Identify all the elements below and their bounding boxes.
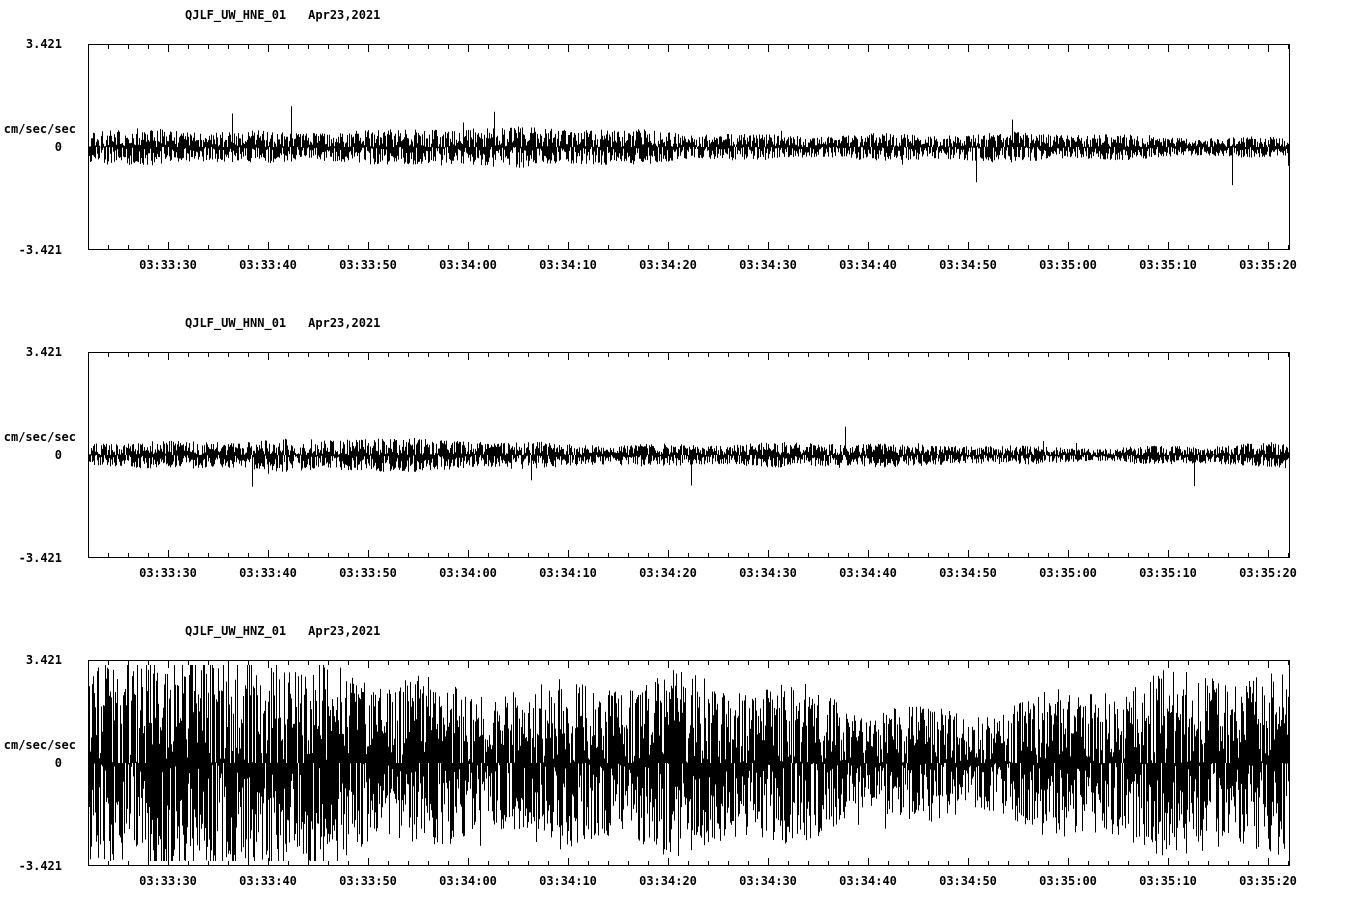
x-tick-label: 03:35:00	[1039, 258, 1097, 272]
y-axis-units-label: cm/sec/sec	[3, 430, 76, 444]
x-tick-label: 03:34:20	[639, 258, 697, 272]
x-tick-label: 03:33:30	[139, 566, 197, 580]
plot-frame-and-ticks	[88, 660, 1290, 866]
x-tick-label: 03:34:50	[939, 258, 997, 272]
trace-date: Apr23,2021	[308, 8, 381, 22]
x-tick-label: 03:34:10	[539, 874, 597, 888]
seismogram-panel-hnz: QJLF_UW_HNZ_01 Apr23,2021 cm/sec/sec 3.42…	[0, 616, 1358, 924]
x-axis-tick-labels: 03:33:30 03:33:40 03:33:50 03:34:00 03:34:10…	[0, 874, 1358, 890]
x-tick-label: 03:33:40	[239, 566, 297, 580]
trace-date: Apr23,2021	[308, 316, 381, 330]
x-tick-label: 03:34:30	[739, 258, 797, 272]
trace-title: QJLF_UW_HNE_01 Apr23,2021	[185, 8, 380, 22]
x-tick-label: 03:34:50	[939, 566, 997, 580]
x-tick-label: 03:34:30	[739, 874, 797, 888]
x-tick-label: 03:33:40	[239, 258, 297, 272]
x-tick-label: 03:34:10	[539, 566, 597, 580]
plot-frame-and-ticks	[88, 352, 1290, 558]
x-tick-label: 03:35:10	[1139, 874, 1197, 888]
x-tick-label: 03:34:40	[839, 874, 897, 888]
trace-station-id: QJLF_UW_HNE_01	[185, 8, 287, 22]
waveform-trace-hnz	[89, 665, 1289, 861]
x-axis-tick-labels: 03:33:30 03:33:40 03:33:50 03:34:00 03:34:10…	[0, 258, 1358, 274]
waveform-trace-hnn	[89, 426, 1289, 487]
waveform-plot-hnz	[88, 660, 1290, 866]
x-tick-label: 03:33:30	[139, 874, 197, 888]
x-tick-label: 03:35:00	[1039, 566, 1097, 580]
seismogram-panel-hne: QJLF_UW_HNE_01 Apr23,2021 cm/sec/sec 3.42…	[0, 0, 1358, 308]
x-tick-label: 03:34:10	[539, 258, 597, 272]
x-tick-label: 03:34:00	[439, 874, 497, 888]
trace-station-id: QJLF_UW_HNN_01	[185, 316, 287, 330]
x-tick-label: 03:33:40	[239, 874, 297, 888]
x-tick-label: 03:34:00	[439, 566, 497, 580]
trace-station-id: QJLF_UW_HNZ_01	[185, 624, 287, 638]
x-tick-label: 03:33:50	[339, 566, 397, 580]
x-tick-label: 03:33:30	[139, 258, 197, 272]
y-axis-units-label: cm/sec/sec	[3, 122, 76, 136]
x-tick-label: 03:35:20	[1239, 258, 1297, 272]
x-tick-label: 03:33:50	[339, 258, 397, 272]
y-axis-units-label: cm/sec/sec	[3, 738, 76, 752]
y-tick-zero: 0	[54, 756, 62, 770]
y-tick-zero: 0	[54, 140, 62, 154]
y-tick-max: 3.421	[25, 345, 62, 359]
x-tick-label: 03:35:10	[1139, 258, 1197, 272]
x-tick-label: 03:35:20	[1239, 566, 1297, 580]
y-tick-min: -3.421	[18, 243, 62, 257]
trace-title: QJLF_UW_HNN_01 Apr23,2021	[185, 316, 380, 330]
waveform-trace-hne	[89, 106, 1289, 186]
y-tick-min: -3.421	[18, 551, 62, 565]
x-tick-label: 03:34:40	[839, 566, 897, 580]
x-tick-label: 03:35:00	[1039, 874, 1097, 888]
x-tick-label: 03:34:20	[639, 566, 697, 580]
plot-frame-and-ticks	[88, 44, 1290, 250]
x-tick-label: 03:34:30	[739, 566, 797, 580]
trace-date: Apr23,2021	[308, 624, 381, 638]
seismogram-panel-hnn: QJLF_UW_HNN_01 Apr23,2021 cm/sec/sec 3.42…	[0, 308, 1358, 616]
x-tick-label: 03:35:20	[1239, 874, 1297, 888]
trace-title: QJLF_UW_HNZ_01 Apr23,2021	[185, 624, 380, 638]
x-axis-tick-labels: 03:33:30 03:33:40 03:33:50 03:34:00 03:34:10…	[0, 566, 1358, 582]
x-tick-label: 03:33:50	[339, 874, 397, 888]
waveform-plot-hnn	[88, 352, 1290, 558]
x-tick-label: 03:34:00	[439, 258, 497, 272]
x-tick-label: 03:34:40	[839, 258, 897, 272]
y-tick-max: 3.421	[25, 37, 62, 51]
y-tick-zero: 0	[54, 448, 62, 462]
x-tick-label: 03:35:10	[1139, 566, 1197, 580]
x-tick-label: 03:34:50	[939, 874, 997, 888]
y-tick-max: 3.421	[25, 653, 62, 667]
waveform-plot-hne	[88, 44, 1290, 250]
x-tick-label: 03:34:20	[639, 874, 697, 888]
y-tick-min: -3.421	[18, 859, 62, 873]
